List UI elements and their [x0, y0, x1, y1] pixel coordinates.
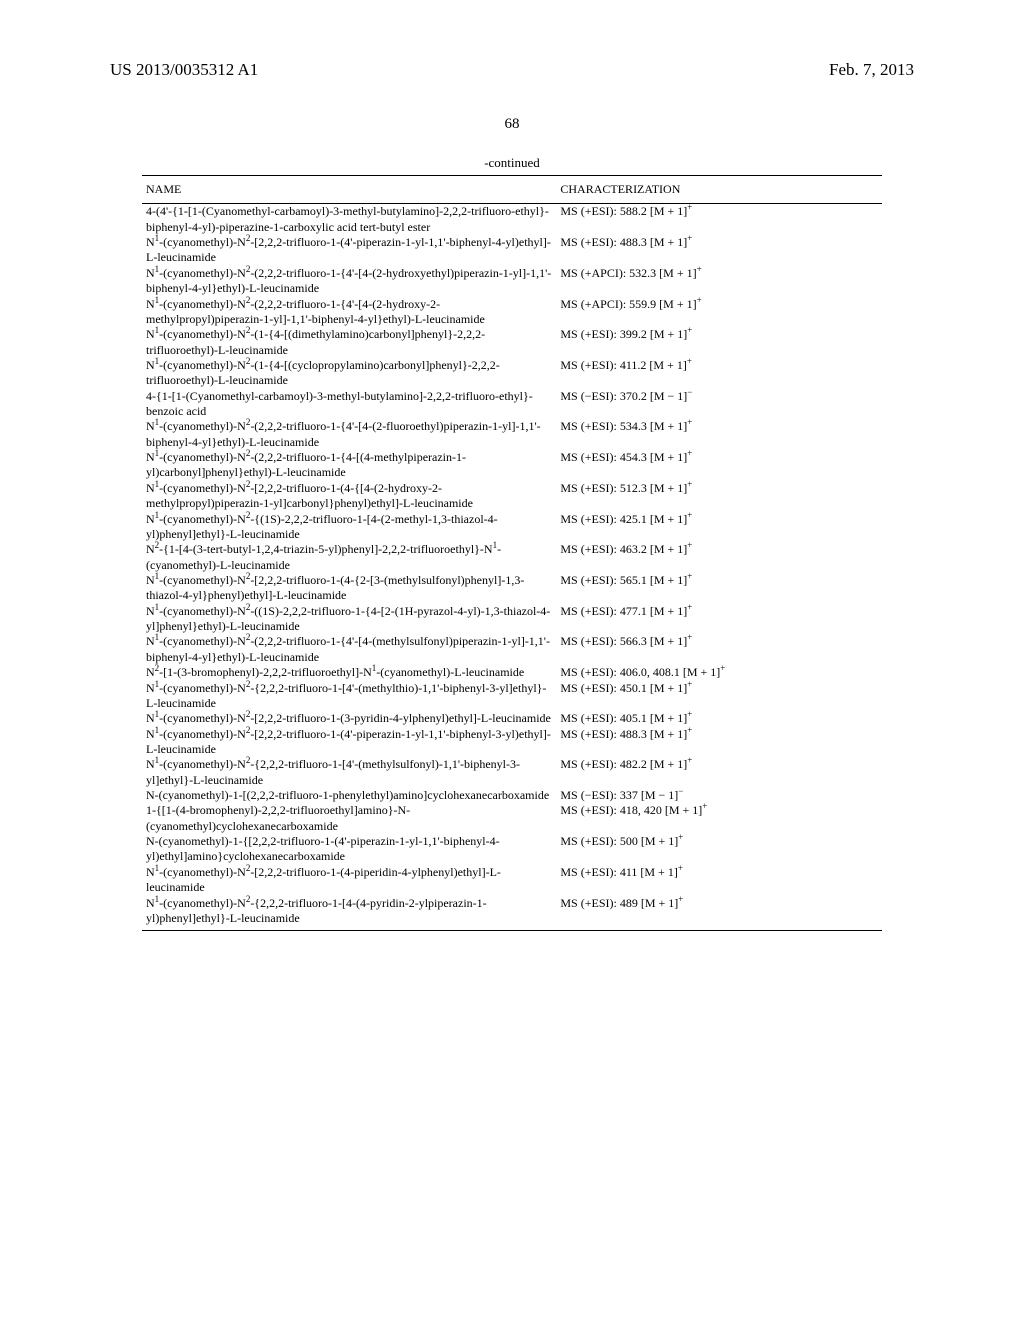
- characterization-value: MS (+ESI): 405.1 [M + 1]+: [556, 711, 882, 726]
- table-row: N1-(cyanomethyl)-N2-(2,2,2-trifluoro-1-{…: [142, 419, 882, 450]
- table-row: N1-(cyanomethyl)-N2-(1-{4-[(dimethylamin…: [142, 327, 882, 358]
- table-row: 4-{1-[1-(Cyanomethyl-carbamoyl)-3-methyl…: [142, 389, 882, 420]
- table-row: N1-(cyanomethyl)-N2-[2,2,2-trifluoro-1-(…: [142, 235, 882, 266]
- characterization-value: MS (+ESI): 411 [M + 1]+: [556, 865, 882, 896]
- compound-name: N1-(cyanomethyl)-N2-(2,2,2-trifluoro-1-{…: [142, 297, 556, 328]
- table-row: N1-(cyanomethyl)-N2-{2,2,2-trifluoro-1-[…: [142, 757, 882, 788]
- compound-name: N1-(cyanomethyl)-N2-[2,2,2-trifluoro-1-(…: [142, 865, 556, 896]
- compound-name: N1-(cyanomethyl)-N2-(1-{4-[(dimethylamin…: [142, 327, 556, 358]
- compound-name: N1-(cyanomethyl)-N2-(2,2,2-trifluoro-1-{…: [142, 450, 556, 481]
- characterization-value: MS (+ESI): 477.1 [M + 1]+: [556, 604, 882, 635]
- table-row: N1-(cyanomethyl)-N2-(1-{4-[(cyclopropyla…: [142, 358, 882, 389]
- characterization-value: MS (+APCI): 559.9 [M + 1]+: [556, 297, 882, 328]
- page-header: US 2013/0035312 A1 Feb. 7, 2013: [110, 60, 914, 80]
- table-row: N1-(cyanomethyl)-N2-[2,2,2-trifluoro-1-(…: [142, 711, 882, 726]
- table-row: 1-{[1-(4-bromophenyl)-2,2,2-trifluoroeth…: [142, 803, 882, 834]
- compound-name: N1-(cyanomethyl)-N2-(2,2,2-trifluoro-1-{…: [142, 419, 556, 450]
- compound-name: 1-{[1-(4-bromophenyl)-2,2,2-trifluoroeth…: [142, 803, 556, 834]
- compound-name: N1-(cyanomethyl)-N2-((1S)-2,2,2-trifluor…: [142, 604, 556, 635]
- characterization-value: MS (+ESI): 425.1 [M + 1]+: [556, 512, 882, 543]
- compound-name: N1-(cyanomethyl)-N2-[2,2,2-trifluoro-1-(…: [142, 573, 556, 604]
- characterization-value: MS (+ESI): 566.3 [M + 1]+: [556, 634, 882, 665]
- characterization-value: MS (+ESI): 406.0, 408.1 [M + 1]+: [556, 665, 882, 680]
- table-row: N-(cyanomethyl)-1-[(2,2,2-trifluoro-1-ph…: [142, 788, 882, 803]
- compound-name: N-(cyanomethyl)-1-[(2,2,2-trifluoro-1-ph…: [142, 788, 556, 803]
- page-number: 68: [110, 116, 914, 133]
- compound-name: 4-(4'-{1-[1-(Cyanomethyl-carbamoyl)-3-me…: [142, 204, 556, 235]
- compound-name: N1-(cyanomethyl)-N2-{2,2,2-trifluoro-1-[…: [142, 896, 556, 931]
- compound-name: N1-(cyanomethyl)-N2-[2,2,2-trifluoro-1-(…: [142, 727, 556, 758]
- characterization-value: MS (+ESI): 500 [M + 1]+: [556, 834, 882, 865]
- table-row: N-(cyanomethyl)-1-{[2,2,2-trifluoro-1-(4…: [142, 834, 882, 865]
- table-row: N1-(cyanomethyl)-N2-{(1S)-2,2,2-trifluor…: [142, 512, 882, 543]
- publication-number: US 2013/0035312 A1: [110, 60, 258, 80]
- table-row: 4-(4'-{1-[1-(Cyanomethyl-carbamoyl)-3-me…: [142, 204, 882, 235]
- characterization-value: MS (+ESI): 488.3 [M + 1]+: [556, 727, 882, 758]
- characterization-value: MS (+ESI): 463.2 [M + 1]+: [556, 542, 882, 573]
- compound-name: N1-(cyanomethyl)-N2-(1-{4-[(cyclopropyla…: [142, 358, 556, 389]
- table-row: N1-(cyanomethyl)-N2-[2,2,2-trifluoro-1-(…: [142, 865, 882, 896]
- table-row: N1-(cyanomethyl)-N2-((1S)-2,2,2-trifluor…: [142, 604, 882, 635]
- characterization-value: MS (+ESI): 512.3 [M + 1]+: [556, 481, 882, 512]
- table-row: N1-(cyanomethyl)-N2-[2,2,2-trifluoro-1-(…: [142, 727, 882, 758]
- characterization-value: MS (+ESI): 488.3 [M + 1]+: [556, 235, 882, 266]
- characterization-value: MS (+ESI): 565.1 [M + 1]+: [556, 573, 882, 604]
- compound-table: NAME CHARACTERIZATION 4-(4'-{1-[1-(Cyano…: [142, 175, 882, 931]
- compound-name: N-(cyanomethyl)-1-{[2,2,2-trifluoro-1-(4…: [142, 834, 556, 865]
- compound-name: N1-(cyanomethyl)-N2-{(1S)-2,2,2-trifluor…: [142, 512, 556, 543]
- compound-name: N1-(cyanomethyl)-N2-{2,2,2-trifluoro-1-[…: [142, 681, 556, 712]
- characterization-value: MS (+ESI): 399.2 [M + 1]+: [556, 327, 882, 358]
- table-row: N1-(cyanomethyl)-N2-[2,2,2-trifluoro-1-(…: [142, 481, 882, 512]
- characterization-value: MS (+ESI): 411.2 [M + 1]+: [556, 358, 882, 389]
- compound-name: N1-(cyanomethyl)-N2-[2,2,2-trifluoro-1-(…: [142, 481, 556, 512]
- characterization-value: MS (+ESI): 534.3 [M + 1]+: [556, 419, 882, 450]
- characterization-value: MS (+ESI): 482.2 [M + 1]+: [556, 757, 882, 788]
- compound-name: 4-{1-[1-(Cyanomethyl-carbamoyl)-3-methyl…: [142, 389, 556, 420]
- compound-name: N1-(cyanomethyl)-N2-[2,2,2-trifluoro-1-(…: [142, 711, 556, 726]
- table-row: N1-(cyanomethyl)-N2-(2,2,2-trifluoro-1-{…: [142, 450, 882, 481]
- compound-name: N2-[1-(3-bromophenyl)-2,2,2-trifluoroeth…: [142, 665, 556, 680]
- characterization-value: MS (−ESI): 337 [M − 1]−: [556, 788, 882, 803]
- characterization-value: MS (−ESI): 370.2 [M − 1]−: [556, 389, 882, 420]
- publication-date: Feb. 7, 2013: [829, 60, 914, 80]
- characterization-value: MS (+APCI): 532.3 [M + 1]+: [556, 266, 882, 297]
- table-row: N1-(cyanomethyl)-N2-(2,2,2-trifluoro-1-{…: [142, 266, 882, 297]
- compound-name: N1-(cyanomethyl)-N2-(2,2,2-trifluoro-1-{…: [142, 266, 556, 297]
- characterization-value: MS (+ESI): 418, 420 [M + 1]+: [556, 803, 882, 834]
- table-row: N1-(cyanomethyl)-N2-[2,2,2-trifluoro-1-(…: [142, 573, 882, 604]
- table-row: N2-{1-[4-(3-tert-butyl-1,2,4-triazin-5-y…: [142, 542, 882, 573]
- compound-name: N1-(cyanomethyl)-N2-{2,2,2-trifluoro-1-[…: [142, 757, 556, 788]
- table-row: N1-(cyanomethyl)-N2-{2,2,2-trifluoro-1-[…: [142, 896, 882, 931]
- table-row: N1-(cyanomethyl)-N2-(2,2,2-trifluoro-1-{…: [142, 297, 882, 328]
- characterization-value: MS (+ESI): 489 [M + 1]+: [556, 896, 882, 931]
- table-row: N1-(cyanomethyl)-N2-(2,2,2-trifluoro-1-{…: [142, 634, 882, 665]
- compound-name: N2-{1-[4-(3-tert-butyl-1,2,4-triazin-5-y…: [142, 542, 556, 573]
- compound-name: N1-(cyanomethyl)-N2-[2,2,2-trifluoro-1-(…: [142, 235, 556, 266]
- continued-label: -continued: [110, 155, 914, 171]
- table-row: N2-[1-(3-bromophenyl)-2,2,2-trifluoroeth…: [142, 665, 882, 680]
- table-row: N1-(cyanomethyl)-N2-{2,2,2-trifluoro-1-[…: [142, 681, 882, 712]
- column-header-characterization: CHARACTERIZATION: [556, 176, 882, 204]
- characterization-value: MS (+ESI): 588.2 [M + 1]+: [556, 204, 882, 235]
- compound-name: N1-(cyanomethyl)-N2-(2,2,2-trifluoro-1-{…: [142, 634, 556, 665]
- characterization-value: MS (+ESI): 454.3 [M + 1]+: [556, 450, 882, 481]
- column-header-name: NAME: [142, 176, 556, 204]
- characterization-value: MS (+ESI): 450.1 [M + 1]+: [556, 681, 882, 712]
